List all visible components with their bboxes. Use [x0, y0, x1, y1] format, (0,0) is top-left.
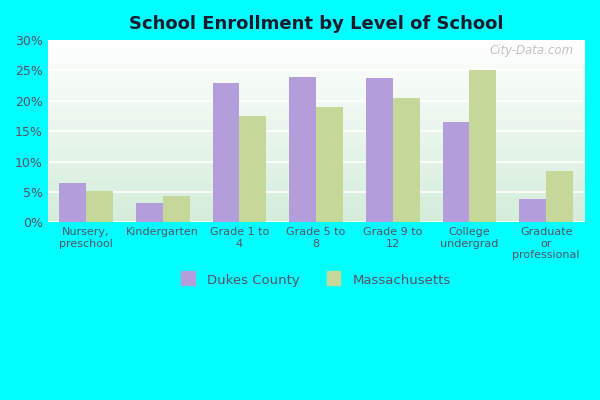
Bar — [316, 107, 343, 222]
Bar — [86, 191, 113, 222]
Bar — [136, 203, 163, 222]
Title: School Enrollment by Level of School: School Enrollment by Level of School — [129, 15, 503, 33]
Bar — [546, 171, 573, 222]
Legend: Dukes County, Massachusetts: Dukes County, Massachusetts — [176, 268, 457, 292]
Bar — [59, 183, 86, 222]
Bar — [519, 199, 546, 222]
Bar — [469, 70, 496, 222]
Bar — [239, 116, 266, 222]
Bar — [163, 196, 190, 222]
Bar — [289, 76, 316, 222]
Text: City-Data.com: City-Data.com — [490, 44, 574, 57]
Bar — [393, 98, 419, 222]
Bar — [366, 78, 393, 222]
Bar — [443, 122, 469, 222]
Bar — [212, 83, 239, 222]
